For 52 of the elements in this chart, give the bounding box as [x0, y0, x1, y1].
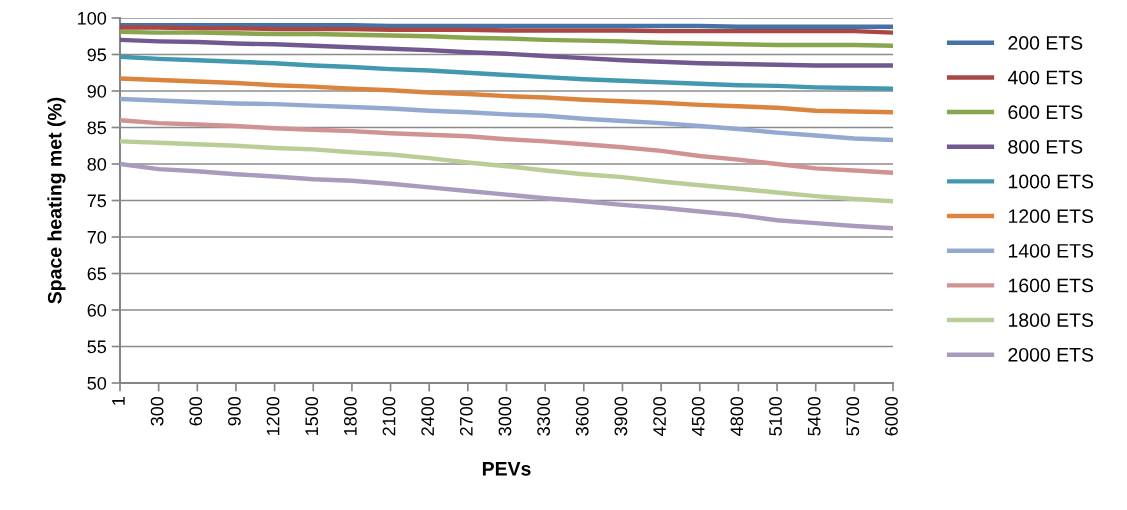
legend-label: 400 ETS [1007, 70, 1083, 85]
legend-label: 1400 ETS [1008, 243, 1094, 258]
x-tick-label: 2400 [421, 396, 435, 436]
line-series [120, 29, 893, 48]
x-tick-label: 4200 [653, 396, 666, 436]
x-tick-label: 2700 [459, 396, 473, 436]
x-tick-label: 4800 [730, 396, 744, 436]
legend-label: 1600 ETS [1008, 278, 1094, 293]
y-tick-label: 70 [87, 230, 107, 244]
legend-label: 1200 ETS [1008, 209, 1094, 224]
x-tick-label: 5700 [846, 396, 860, 436]
line-series [120, 54, 893, 92]
legend-label: 1000 ETS [1008, 174, 1094, 189]
x-tick-label: 3600 [575, 396, 589, 436]
legend-label: 200 ETS [1008, 36, 1083, 50]
x-tick-label: 300 [150, 396, 164, 426]
x-tick-label: 3300 [537, 396, 550, 436]
x-tick-label: 1800 [343, 396, 357, 435]
x-tick-label: 1500 [305, 396, 319, 435]
x-tick-label: 600 [189, 396, 203, 426]
y-tick-label: 55 [87, 340, 107, 354]
y-tick-label: 75 [87, 194, 107, 208]
x-tick-label: 4500 [691, 396, 705, 436]
x-tick-label: 6000 [885, 396, 898, 436]
line-series [120, 161, 893, 231]
x-tick-label: 900 [228, 396, 241, 426]
x-tick-label: 3900 [614, 396, 628, 436]
line-series [120, 96, 893, 143]
line-series [120, 117, 893, 175]
y-tick-label: 100 [78, 11, 107, 25]
x-tick-label: 1 [112, 397, 125, 405]
y-tick-label: 85 [87, 121, 107, 135]
x-tick-label: 3000 [498, 396, 512, 436]
y-tick-label: 65 [87, 267, 107, 281]
x-tick-label: 1200 [266, 396, 280, 435]
y-tick-label: 60 [87, 303, 107, 317]
y-tick-label: 95 [87, 48, 107, 62]
y-tick-label: 90 [87, 84, 107, 98]
y-tick-label: 80 [87, 157, 107, 171]
x-tick-label: 5100 [769, 396, 782, 436]
x-tick-label: 5400 [807, 396, 821, 436]
line-series [120, 37, 893, 68]
line-series [120, 76, 893, 115]
x-axis-title: PEVs [482, 462, 531, 476]
legend-label: 2000 ETS [1008, 347, 1094, 362]
legend-label: 1800 ETS [1008, 313, 1094, 328]
y-axis-title: Space heating met (%) [47, 97, 66, 304]
x-tick-label: 2100 [382, 396, 396, 436]
line-series [120, 139, 893, 204]
y-tick-label: 50 [87, 376, 107, 390]
legend-label: 800 ETS [1008, 139, 1083, 154]
legend-label: 600 ETS [1008, 105, 1083, 120]
